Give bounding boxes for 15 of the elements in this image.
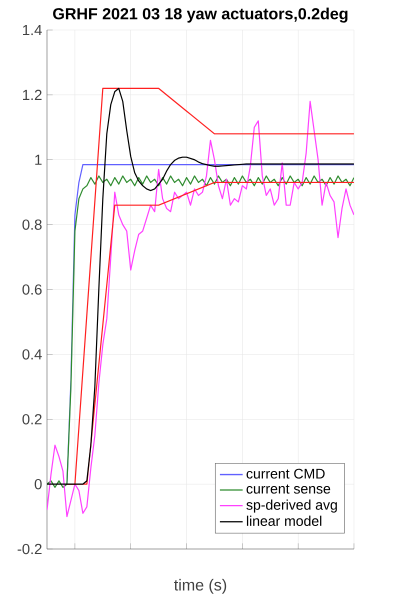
chart-title: GRHF 2021 03 18 yaw actuators,0.2deg: [53, 8, 348, 23]
legend-label: current CMD: [246, 468, 325, 479]
y-tick-label: 1: [35, 154, 42, 165]
legend-label: sp-derived avg: [246, 500, 337, 513]
legend-label: linear model: [246, 516, 322, 526]
y-tick-label: 0.8: [22, 219, 42, 230]
y-tick-label: 1.2: [23, 90, 42, 100]
y-tick-label: 0.4: [22, 349, 42, 360]
y-tick-label: 1.4: [23, 24, 42, 36]
y-tick-label: 0.6: [22, 284, 42, 295]
y-tick-label: 0.2: [22, 414, 42, 424]
x-axis-title: time (s): [174, 578, 226, 594]
y-tick-label: 0: [34, 478, 42, 490]
y-tick-label: -0.2: [18, 544, 42, 554]
legend-label: current sense: [246, 484, 330, 494]
